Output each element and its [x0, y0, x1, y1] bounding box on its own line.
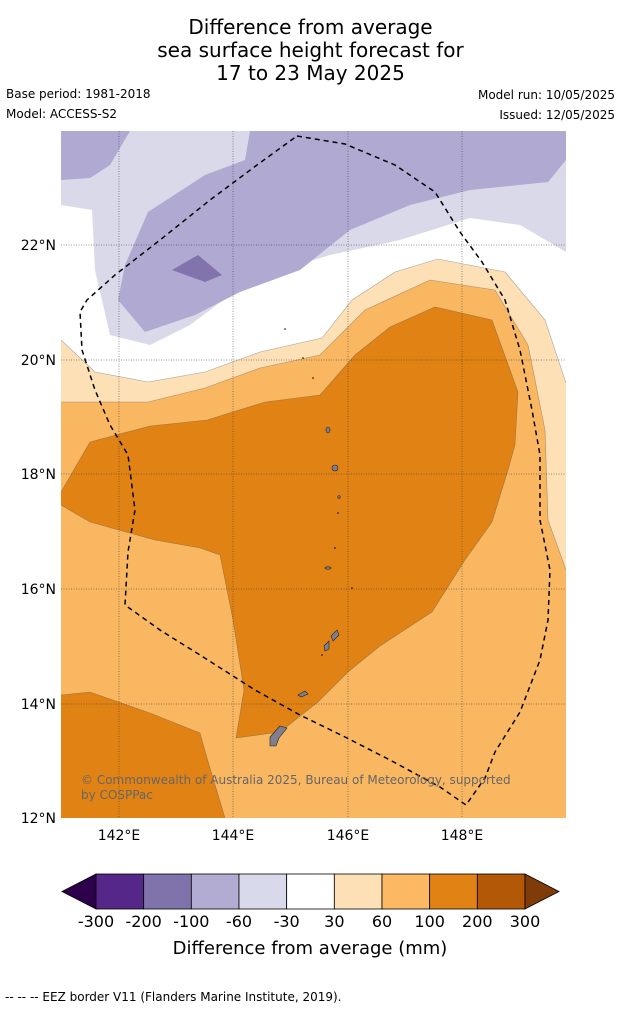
colorbar-box — [429, 873, 478, 910]
issued-date: Issued: 12/05/2025 — [499, 108, 615, 122]
colorbar-tick-label: -300 — [78, 912, 114, 931]
colorbar-tick-label: 300 — [510, 912, 541, 931]
island — [297, 690, 309, 698]
eez-border — [79, 135, 551, 807]
copyright-line-1: © Commonwealth of Australia 2025, Bureau… — [81, 773, 511, 787]
lon-tick: 144°E — [212, 828, 255, 844]
model-run: Model run: 10/05/2025 — [477, 88, 615, 102]
lat-tick: 16°N — [21, 582, 56, 598]
colorbar-tick-label: -100 — [173, 912, 209, 931]
colorbar-tick-label: 60 — [372, 912, 392, 931]
colorbar-box — [333, 873, 383, 910]
colorbar-box — [190, 873, 240, 910]
title-line-1: Difference from average — [188, 15, 433, 39]
base-period: Base period: 1981-2018 — [6, 87, 151, 101]
title-line-2: sea surface height forecast for — [157, 38, 464, 62]
lat-ticks: 22°N 20°N 18°N 16°N 14°N 12°N — [21, 238, 56, 827]
contour-neg100 — [172, 255, 222, 282]
lat-tick: 14°N — [21, 697, 56, 713]
colorbar-tick-label: 200 — [462, 912, 493, 931]
island — [330, 629, 340, 642]
colorbar-box — [286, 873, 335, 910]
colorbar-extend-high — [524, 873, 560, 910]
colorbar-box — [238, 873, 288, 910]
lon-tick: 148°E — [441, 828, 484, 844]
colorbar-box — [381, 873, 431, 910]
contour-neg60-west — [61, 131, 130, 180]
title-line-3: 17 to 23 May 2025 — [216, 61, 405, 85]
contour-neg60 — [118, 131, 566, 332]
chart-title: Difference from average sea surface heig… — [0, 16, 621, 85]
grid-lines — [61, 131, 566, 818]
colorbar-extend-low — [61, 873, 97, 910]
colorbar-box — [143, 873, 192, 910]
island — [324, 566, 332, 570]
footer-note: -- -- -- EEZ border V11 (Flanders Marine… — [5, 990, 342, 1004]
colorbar-box — [476, 873, 526, 910]
colorbar-tick-label: -200 — [126, 912, 162, 931]
lon-tick: 142°E — [98, 828, 141, 844]
map-area: © Commonwealth of Australia 2025, Bureau… — [61, 131, 566, 818]
lat-tick: 18°N — [21, 467, 56, 483]
colorbar-title: Difference from average (mm) — [173, 938, 448, 959]
island — [337, 495, 341, 499]
colorbar-box — [95, 873, 145, 910]
island — [331, 464, 339, 472]
lat-tick: 20°N — [21, 353, 56, 369]
lon-ticks: 142°E 144°E 146°E 148°E — [98, 828, 484, 844]
island-guam — [269, 725, 288, 747]
colorbar-tick-label: -30 — [274, 912, 300, 931]
lat-tick: 22°N — [21, 238, 56, 254]
colorbar-tick-label: 30 — [324, 912, 344, 931]
colorbar-tick-label: -60 — [226, 912, 252, 931]
colorbar-labels: -300 -200 -100 -60 -30 30 60 100 200 300 — [78, 912, 540, 931]
contour-100-southwest — [61, 692, 225, 818]
island — [323, 640, 330, 652]
colorbar-tick-label: 100 — [414, 912, 445, 931]
lat-tick: 12°N — [21, 811, 56, 827]
copyright-line-2: by COSPPac — [81, 788, 153, 802]
model-name: Model: ACCESS-S2 — [6, 107, 118, 121]
colorbar — [61, 873, 560, 910]
island — [325, 426, 331, 434]
lon-tick: 146°E — [327, 828, 370, 844]
